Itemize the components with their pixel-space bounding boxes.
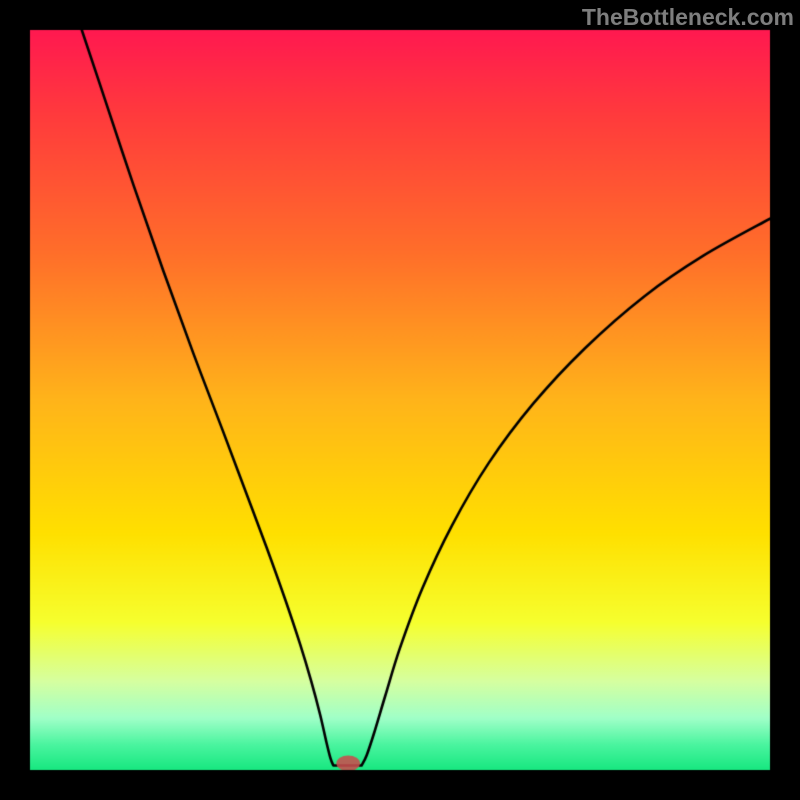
bottleneck-chart-canvas <box>0 0 800 800</box>
watermark-text: TheBottleneck.com <box>582 4 794 31</box>
chart-stage: TheBottleneck.com <box>0 0 800 800</box>
